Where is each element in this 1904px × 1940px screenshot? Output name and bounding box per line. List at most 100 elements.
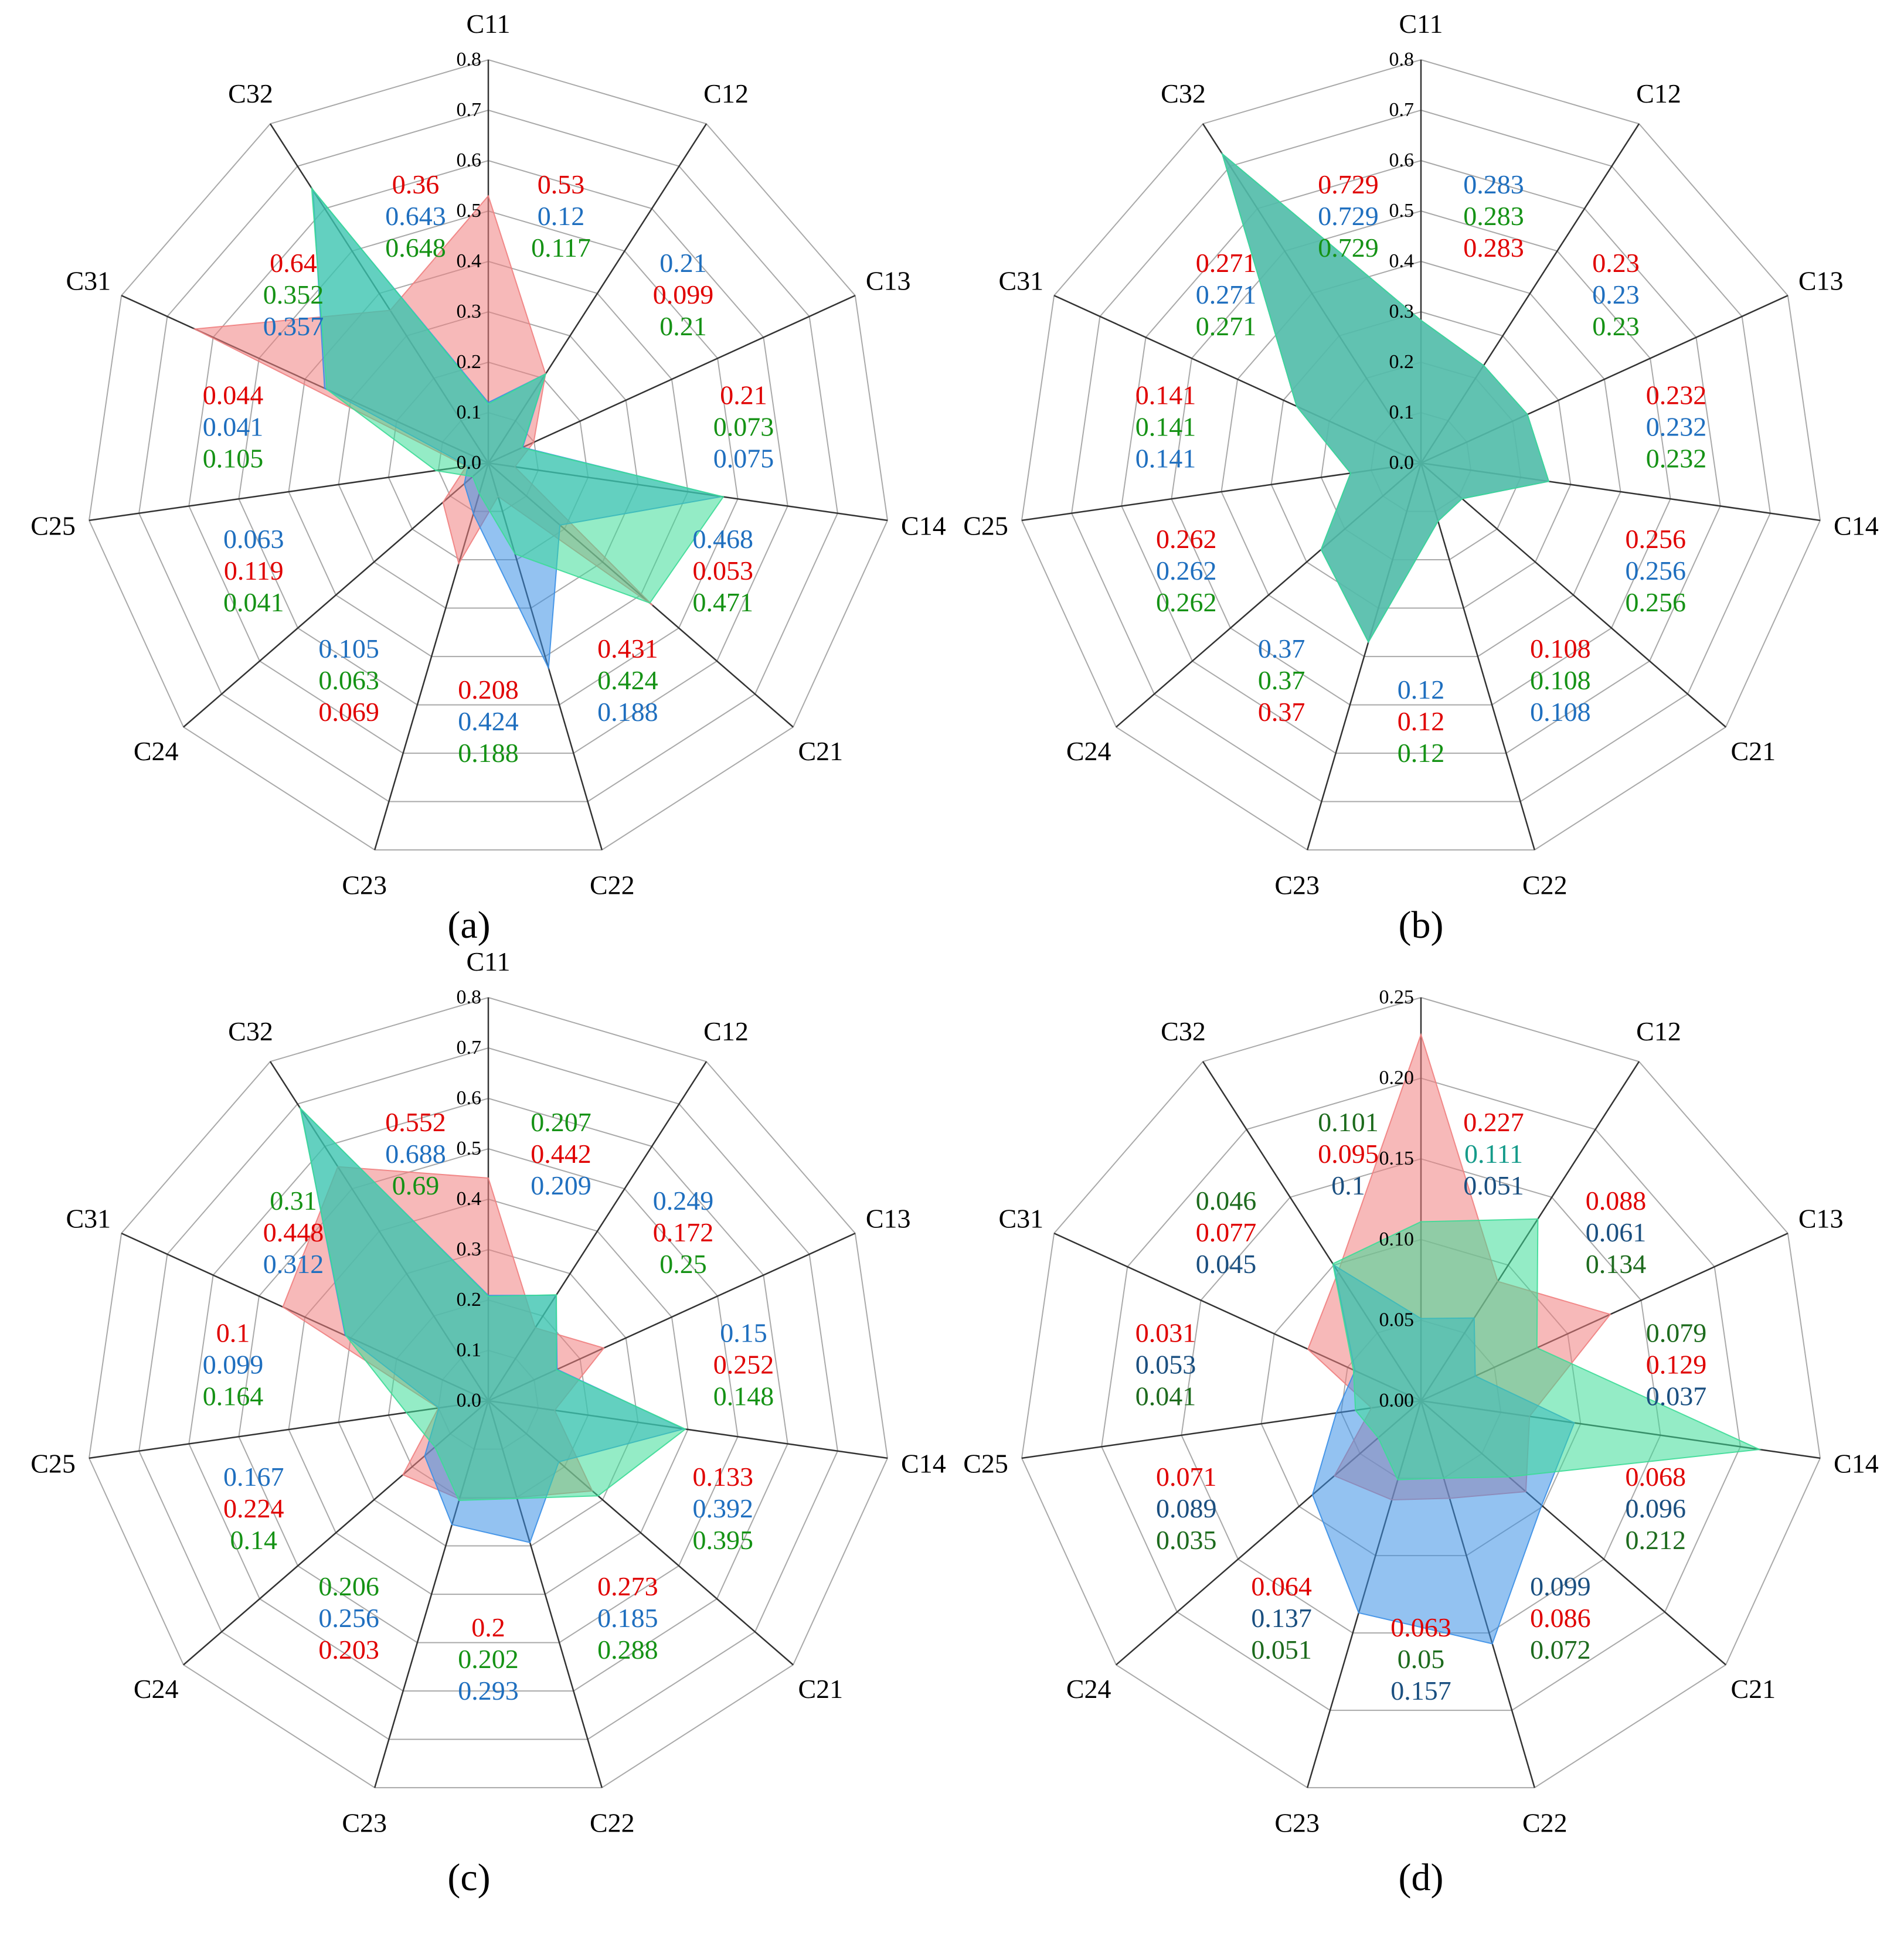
data-value-label: 0.212 [1625, 1525, 1686, 1555]
data-value-label: 0.188 [597, 697, 658, 727]
category-label-c24: C24 [134, 736, 179, 766]
radial-tick-label: 0.6 [457, 149, 482, 171]
data-value-label: 0.2 [471, 1612, 505, 1642]
category-label-c32: C32 [228, 1016, 273, 1046]
radial-tick-label: 0.0 [1389, 452, 1415, 474]
category-label-c25: C25 [30, 1449, 76, 1479]
category-label-c25: C25 [963, 1449, 1008, 1479]
data-value-label: 0.262 [1156, 587, 1217, 617]
data-value-label: 0.15 [720, 1318, 767, 1347]
radial-tick-label: 0.3 [1389, 301, 1415, 322]
axis-spoke [1420, 462, 1535, 850]
grid-ring [1181, 1158, 1661, 1634]
panel-caption: (a) [447, 904, 490, 947]
category-label-c31: C31 [998, 266, 1043, 295]
radial-tick-label: 0.1 [457, 1339, 482, 1361]
data-value-label: 0.232 [1646, 443, 1707, 473]
data-value-label: 0.099 [653, 280, 714, 309]
radial-tick-label: 0.2 [1389, 351, 1415, 373]
category-label-c32: C32 [1161, 79, 1206, 108]
data-value-label: 0.431 [597, 634, 658, 663]
data-value-label: 0.088 [1586, 1186, 1647, 1216]
radar-panel-c: 0.0 0.1 0.2 0.3 0.4 0.5 0.6 0.7 0.8 C11 C12 C13 C14 C… [30, 947, 946, 1899]
data-value-label: 0.12 [538, 201, 585, 231]
data-value-label: 0.69 [392, 1170, 440, 1200]
grid-ring [1071, 109, 1771, 802]
category-label-c14: C14 [901, 1449, 946, 1479]
data-value-label: 0.352 [263, 280, 324, 309]
data-value-label: 0.249 [653, 1186, 714, 1216]
radial-tick-label: 0.2 [457, 351, 482, 373]
data-value-label: 0.283 [1463, 169, 1524, 199]
data-value-label: 0.232 [1646, 411, 1707, 441]
series-area-3 [1332, 1218, 1762, 1480]
data-value-label: 0.064 [1251, 1571, 1312, 1601]
data-value-label: 0.041 [223, 587, 284, 617]
data-value-label: 0.232 [1646, 380, 1707, 410]
radial-tick-label: 0.05 [1379, 1309, 1415, 1330]
data-value-label: 0.051 [1251, 1635, 1312, 1665]
data-value-label: 0.095 [1318, 1139, 1379, 1169]
data-value-label: 0.643 [385, 201, 446, 231]
category-label-c23: C23 [342, 1808, 387, 1838]
data-value-label: 0.648 [385, 233, 446, 263]
series-area-3 [1221, 152, 1550, 644]
data-value-label: 0.256 [1625, 524, 1686, 554]
data-value-label: 0.117 [531, 233, 591, 263]
data-value-label: 0.1 [216, 1318, 250, 1347]
category-label-c13: C13 [866, 266, 911, 295]
data-value-label: 0.23 [1592, 248, 1640, 278]
radial-tick-label: 0.6 [457, 1087, 482, 1109]
data-value-label: 0.25 [659, 1249, 707, 1279]
radial-tick-label: 0.3 [457, 301, 482, 322]
radial-tick-label: 0.1 [1389, 401, 1415, 423]
data-value-label: 0.05 [1398, 1644, 1445, 1674]
category-label-c31: C31 [66, 266, 111, 295]
radial-tick-label: 0.5 [1389, 200, 1415, 222]
data-value-label: 0.262 [1156, 524, 1217, 554]
data-value-label: 0.053 [692, 556, 753, 586]
data-value-label: 0.148 [713, 1381, 774, 1411]
data-value-label: 0.141 [1135, 411, 1196, 441]
data-value-label: 0.119 [224, 556, 284, 586]
panel-caption: (c) [447, 1856, 490, 1899]
data-value-label: 0.37 [1258, 665, 1305, 695]
axis-spoke [488, 295, 856, 464]
radial-tick-label: 0.4 [457, 1188, 482, 1210]
data-value-label: 0.188 [458, 738, 519, 768]
grid-ring [88, 996, 889, 1789]
data-value-label: 0.157 [1390, 1676, 1451, 1706]
category-label-c31: C31 [66, 1203, 111, 1233]
category-label-c23: C23 [1274, 1808, 1320, 1838]
data-value-label: 0.129 [1646, 1349, 1707, 1379]
data-value-label: 0.227 [1463, 1107, 1524, 1137]
data-value-label: 0.071 [1156, 1462, 1217, 1492]
radial-tick-label: 0.7 [1389, 99, 1415, 121]
category-label-c24: C24 [1066, 736, 1111, 766]
data-value-label: 0.185 [597, 1603, 658, 1633]
data-value-label: 0.64 [270, 248, 317, 278]
category-label-c14: C14 [1834, 511, 1879, 541]
radial-tick-label: 0.6 [1389, 149, 1415, 171]
data-value-label: 0.288 [597, 1635, 658, 1665]
data-value-label: 0.068 [1625, 1462, 1686, 1492]
category-label-c21: C21 [798, 736, 843, 766]
grid-ring [188, 159, 788, 754]
grid-ring [1121, 159, 1721, 754]
radial-tick-label: 0.2 [457, 1289, 482, 1311]
data-value-label: 0.283 [1463, 233, 1524, 263]
category-label-c12: C12 [703, 1016, 749, 1046]
data-value-label: 0.035 [1156, 1525, 1217, 1555]
data-value-label: 0.209 [531, 1170, 591, 1200]
data-value-label: 0.471 [692, 587, 753, 617]
radial-tick-label: 0.1 [457, 401, 482, 423]
data-value-label: 0.271 [1196, 280, 1257, 309]
category-label-c21: C21 [1730, 736, 1776, 766]
data-value-label: 0.111 [1464, 1139, 1523, 1169]
category-label-c13: C13 [1798, 266, 1844, 295]
category-label-c11: C11 [1399, 9, 1443, 39]
data-value-label: 0.256 [318, 1603, 379, 1633]
category-label-c21: C21 [798, 1674, 843, 1704]
data-value-label: 0.108 [1530, 697, 1591, 727]
